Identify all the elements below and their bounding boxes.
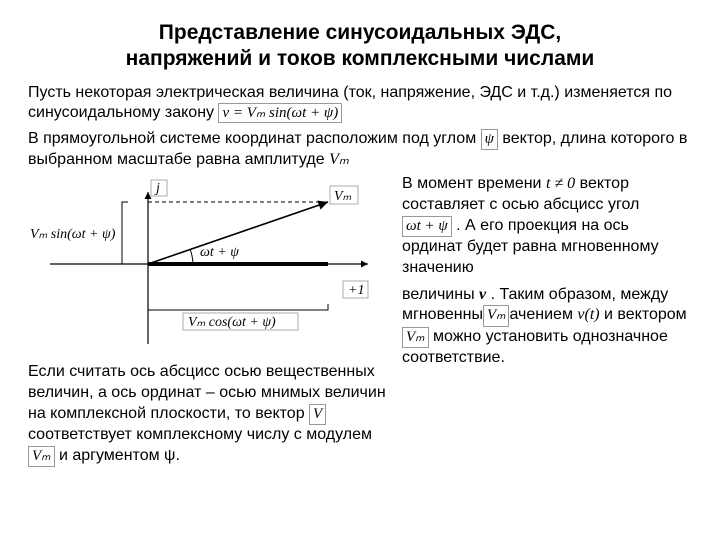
r-p2a: величины	[402, 286, 479, 303]
intro-text: Пусть некоторая электрическая величина (…	[28, 84, 672, 121]
below-box-vm: Vₘ	[28, 446, 55, 468]
r-p2d: и вектором	[604, 306, 687, 323]
below-t2: соответствует комплексному числу с модул…	[28, 426, 372, 443]
angle-label: ωt + ψ	[200, 245, 239, 260]
plus1-label: +1	[348, 283, 364, 298]
page-title: Представление синусоидальных ЭДС, напряж…	[28, 20, 692, 73]
p2-a: В прямоугольной системе координат распол…	[28, 130, 481, 147]
cos-projection-label: Vₘ cos(ωt + ψ)	[188, 315, 276, 330]
phasor-diagram: j Vₘ +1 Vₘ sin(ωt + ψ) Vₘ cos(ωt + ψ) ωt…	[28, 174, 388, 354]
r-vm-box2: Vₘ	[402, 327, 429, 349]
r-p2e: можно установить однозначное соответстви…	[402, 328, 668, 367]
formula-psi: ψ	[481, 129, 498, 150]
formula-vm-amplitude: Vₘ	[329, 151, 349, 168]
diagram-svg: j Vₘ +1 Vₘ sin(ωt + ψ) Vₘ cos(ωt + ψ) ωt…	[28, 174, 388, 354]
vm-vector-label: Vₘ	[334, 189, 352, 204]
r-vbold: v	[479, 286, 486, 303]
below-box-v: V	[309, 404, 326, 426]
intro-paragraph: Пусть некоторая электрическая величина (…	[28, 83, 692, 124]
r-vm-box1: Vₘ	[483, 305, 510, 327]
below-t1: Если считать ось абсцисс осью вещественн…	[28, 363, 386, 422]
vector-paragraph: В прямоугольной системе координат распол…	[28, 129, 692, 170]
lower-columns: j Vₘ +1 Vₘ sin(ωt + ψ) Vₘ cos(ωt + ψ) ωt…	[28, 174, 692, 467]
r-p2c: ачением	[509, 306, 577, 323]
right-column: В момент времени t ≠ 0 вектор составляет…	[402, 174, 692, 467]
title-line2: напряжений и токов комплексными числами	[126, 47, 595, 70]
right-p1: В момент времени t ≠ 0 вектор составляет…	[402, 174, 692, 279]
j-axis-label: j	[154, 181, 160, 196]
r-angle-box: ωt + ψ	[402, 216, 452, 238]
title-line1: Представление синусоидальных ЭДС,	[159, 21, 561, 44]
sin-projection-label: Vₘ sin(ωt + ψ)	[30, 227, 116, 242]
right-p2: величины v . Таким образом, между мгнове…	[402, 285, 692, 370]
r-tneq: t ≠ 0	[546, 175, 575, 192]
r-p1a: В момент времени	[402, 175, 546, 192]
formula-sinusoid: v = Vₘ sin(ωt + ψ)	[218, 103, 342, 124]
r-vt: v(t)	[577, 306, 599, 323]
below-diagram-text: Если считать ось абсцисс осью вещественн…	[28, 362, 388, 467]
below-t3: и аргументом ψ.	[59, 447, 180, 464]
left-column: j Vₘ +1 Vₘ sin(ωt + ψ) Vₘ cos(ωt + ψ) ωt…	[28, 174, 388, 467]
